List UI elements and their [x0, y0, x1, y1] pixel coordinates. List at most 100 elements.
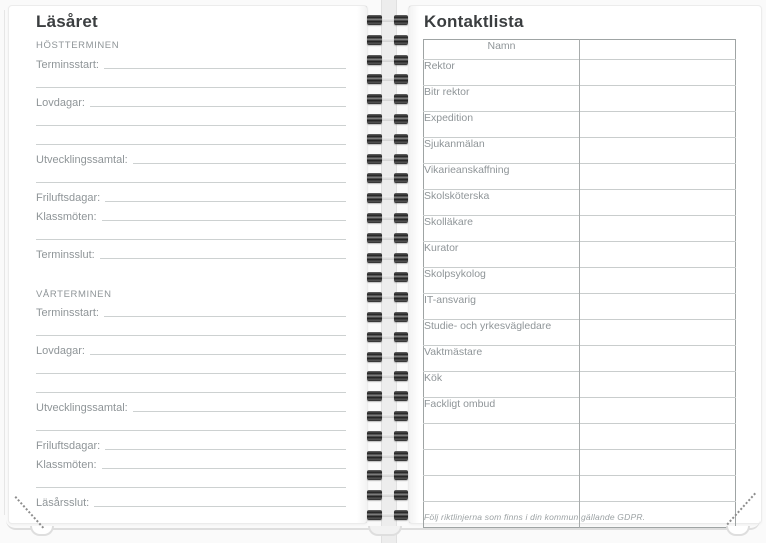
ruled-line	[99, 257, 346, 259]
contact-cell-name	[423, 501, 580, 528]
right-page: Kontaktlista Namn Rektor Bitr rektor Exped…	[408, 5, 762, 528]
table-header-row: Namn	[423, 39, 736, 60]
contact-cell-value	[579, 501, 736, 528]
contact-cell-value	[579, 319, 736, 346]
field-row	[36, 167, 346, 186]
field-row: Terminsstart:	[36, 301, 346, 320]
spiral-loop-icon	[366, 292, 410, 303]
namn-column-header: Namn	[423, 39, 580, 60]
ruled-line	[36, 372, 346, 374]
contact-cell-name: Skolsköterska	[423, 189, 580, 216]
table-row: Skolpsykolog	[423, 267, 736, 294]
table-row: Expedition	[423, 111, 736, 138]
table-row	[423, 501, 736, 528]
field-row: Klassmöten:	[36, 453, 346, 472]
field-row	[36, 129, 346, 148]
ruled-line	[36, 238, 346, 240]
contact-table-body: Rektor Bitr rektor Expedition Sjukanmälan Vi…	[423, 59, 736, 528]
spiral-loop-icon	[366, 74, 410, 85]
ruled-line	[89, 105, 346, 107]
table-row: Rektor	[423, 59, 736, 86]
table-row: Bitr rektor	[423, 85, 736, 112]
contact-cell-name	[423, 423, 580, 450]
contact-cell-value	[579, 293, 736, 320]
spiral-loop-icon	[366, 173, 410, 184]
table-row	[423, 449, 736, 476]
ruled-line	[103, 67, 346, 69]
ruled-line	[36, 486, 346, 488]
contact-cell-value	[579, 215, 736, 242]
contact-cell-value	[579, 85, 736, 112]
contact-cell-value	[579, 241, 736, 268]
ruled-line	[36, 143, 346, 145]
field-label: Lovdagar:	[36, 345, 85, 357]
ruled-line	[105, 200, 346, 202]
ruled-line	[36, 181, 346, 183]
ruled-line	[101, 219, 346, 221]
gdpr-footnote: Följ riktlinjerna som finns i din kommun…	[424, 512, 646, 522]
contact-cell-name: Vikarieanskaffning	[423, 163, 580, 190]
contact-cell-value	[579, 189, 736, 216]
table-row: Sjukanmälan	[423, 137, 736, 164]
spiral-loop-icon	[366, 213, 410, 223]
ruled-line	[132, 162, 346, 164]
spiral-binding	[366, 0, 410, 543]
contact-cell-name: Expedition	[423, 111, 580, 138]
field-row	[36, 224, 346, 243]
field-row: Utvecklingssamtal:	[36, 148, 346, 167]
contact-cell-name: Vaktmästare	[423, 345, 580, 372]
spiral-loop-icon	[366, 193, 410, 204]
spiral-loop-icon	[366, 351, 410, 362]
field-label: Utvecklingssamtal:	[36, 154, 128, 166]
contact-cell-name: Sjukanmälan	[423, 137, 580, 164]
spiral-loop-icon	[366, 133, 410, 144]
field-row: Utvecklingssamtal:	[36, 396, 346, 415]
spiral-loop-icon	[366, 252, 410, 263]
bottom-notch-right	[726, 526, 750, 536]
contact-cell-value	[579, 449, 736, 476]
field-row: Friluftsdagar:	[36, 186, 346, 205]
contact-cell-value	[579, 345, 736, 372]
contact-cell-value	[579, 163, 736, 190]
spiral-loop-icon	[366, 470, 410, 481]
field-row: Lovdagar:	[36, 91, 346, 110]
table-row: Vikarieanskaffning	[423, 163, 736, 190]
field-label: Utvecklingssamtal:	[36, 402, 128, 414]
contact-cell-name: Kurator	[423, 241, 580, 268]
bottom-notch-middle	[368, 526, 402, 536]
table-row: Vaktmästare	[423, 345, 736, 372]
spiral-loop-icon	[366, 371, 410, 382]
contact-cell-value	[579, 267, 736, 294]
spine-strip	[381, 0, 397, 543]
spiral-loop-icon	[366, 430, 410, 441]
contact-cell-name: Skolpsykolog	[423, 267, 580, 294]
spiral-loop-icon	[366, 490, 410, 501]
contact-cell-name: Kök	[423, 371, 580, 398]
spiral-loop-icon	[366, 54, 410, 65]
field-label: Terminsstart:	[36, 59, 99, 71]
left-page: Läsåret HÖSTTERMINEN Terminsstart: Lovdag…	[8, 5, 368, 524]
table-row: Studie- och yrkesvägledare	[423, 319, 736, 346]
field-label: Lovdagar:	[36, 97, 85, 109]
spiral-loop-icon	[366, 450, 410, 461]
contact-cell-name: IT-ansvarig	[423, 293, 580, 320]
spiral-loop-icon	[366, 232, 410, 243]
contact-cell-name	[423, 449, 580, 476]
ruled-line	[101, 467, 346, 469]
right-page-title: Kontaktlista	[424, 12, 524, 31]
spiral-loop-icon	[366, 312, 410, 322]
contact-cell-value	[579, 371, 736, 398]
table-row: Kurator	[423, 241, 736, 268]
field-row	[36, 472, 346, 491]
left-page-title: Läsåret	[36, 12, 98, 31]
spiral-loop-icon	[366, 411, 410, 421]
spiral-loop-icon	[366, 391, 410, 402]
spiral-loop-icon	[366, 94, 410, 105]
spring-term-heading: VÅRTERMINEN	[36, 289, 112, 300]
field-row: Terminsslut:	[36, 243, 346, 262]
contact-cell-name: Studie- och yrkesvägledare	[423, 319, 580, 346]
contact-cell-name: Rektor	[423, 59, 580, 86]
table-row: IT-ansvarig	[423, 293, 736, 320]
spiral-loop-icon	[366, 15, 410, 25]
contact-cell-name: Bitr rektor	[423, 85, 580, 112]
